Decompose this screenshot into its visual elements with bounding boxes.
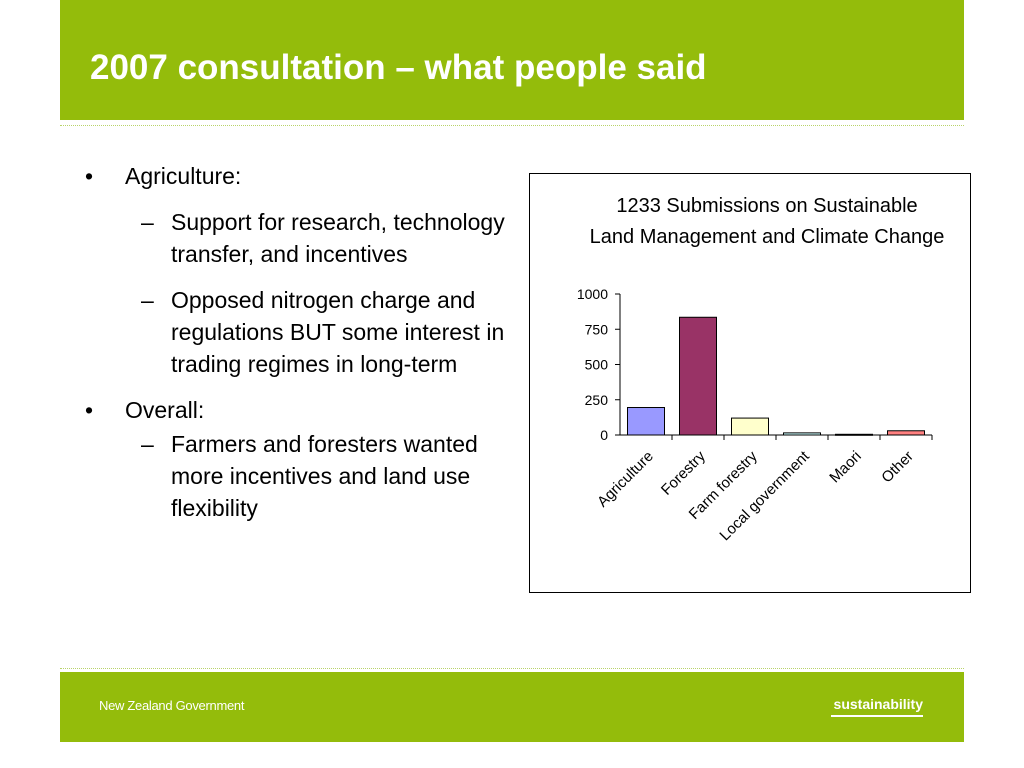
x-tick-label: Other — [878, 448, 917, 487]
sustainability-logo-underline — [831, 715, 923, 717]
sub-bullet-text: Support for research, technology transfe… — [171, 209, 505, 267]
y-tick-label: 500 — [585, 357, 609, 373]
y-tick-label: 250 — [585, 392, 609, 408]
bar — [627, 407, 665, 436]
header-band: 2007 consultation – what people said — [60, 0, 964, 120]
bar — [731, 417, 769, 436]
bullet-mark: • — [85, 163, 94, 189]
sub-bullet-text: Opposed nitrogen charge and regulations … — [171, 287, 505, 377]
nz-government-logo: New Zealand Government — [99, 698, 245, 713]
sub-bullet-mark: – — [141, 287, 154, 313]
y-tick-label: 0 — [600, 427, 608, 443]
divider-top — [60, 125, 964, 126]
footer-band: New Zealand Government sustainability — [60, 672, 964, 742]
sustainability-logo: sustainability — [833, 696, 923, 712]
bullet-text: Agriculture: — [125, 163, 242, 189]
bar-chart: 1233 Submissions on Sustainable Land Mana… — [577, 195, 945, 544]
sub-bullet-item: – Farmers and foresters wanted more ince… — [85, 428, 505, 524]
x-tick-label: Maori — [826, 448, 865, 487]
bullet-content: • Agriculture: – Support for research, t… — [85, 160, 505, 538]
bullet-item: • Agriculture: — [85, 160, 505, 192]
sub-bullet-text: Farmers and foresters wanted more incent… — [171, 431, 478, 521]
sub-bullet-mark: – — [141, 209, 154, 235]
bullet-mark: • — [85, 397, 94, 423]
sub-bullet-mark: – — [141, 431, 154, 457]
y-tick-label: 1000 — [577, 286, 608, 302]
bullet-text: Overall: — [125, 397, 205, 423]
y-tick-label: 750 — [585, 321, 609, 337]
bar — [679, 316, 717, 436]
sub-bullet-item: – Opposed nitrogen charge and regulation… — [85, 284, 505, 380]
chart-title-line: 1233 Submissions on Sustainable — [616, 195, 917, 217]
x-tick-label: Forestry — [658, 447, 709, 498]
x-tick-label: Agriculture — [594, 448, 657, 511]
divider-bottom — [60, 668, 964, 669]
x-tick-label: Local government — [716, 447, 813, 544]
chart-container: 1233 Submissions on Sustainable Land Mana… — [529, 173, 971, 593]
sub-bullet-item: – Support for research, technology trans… — [85, 206, 505, 270]
bar — [887, 430, 925, 436]
bar — [835, 433, 873, 436]
bar — [783, 432, 821, 436]
bullet-item: • Overall: — [85, 394, 505, 426]
page-title: 2007 consultation – what people said — [90, 48, 707, 87]
chart-title-line: Land Management and Climate Change — [590, 226, 945, 248]
